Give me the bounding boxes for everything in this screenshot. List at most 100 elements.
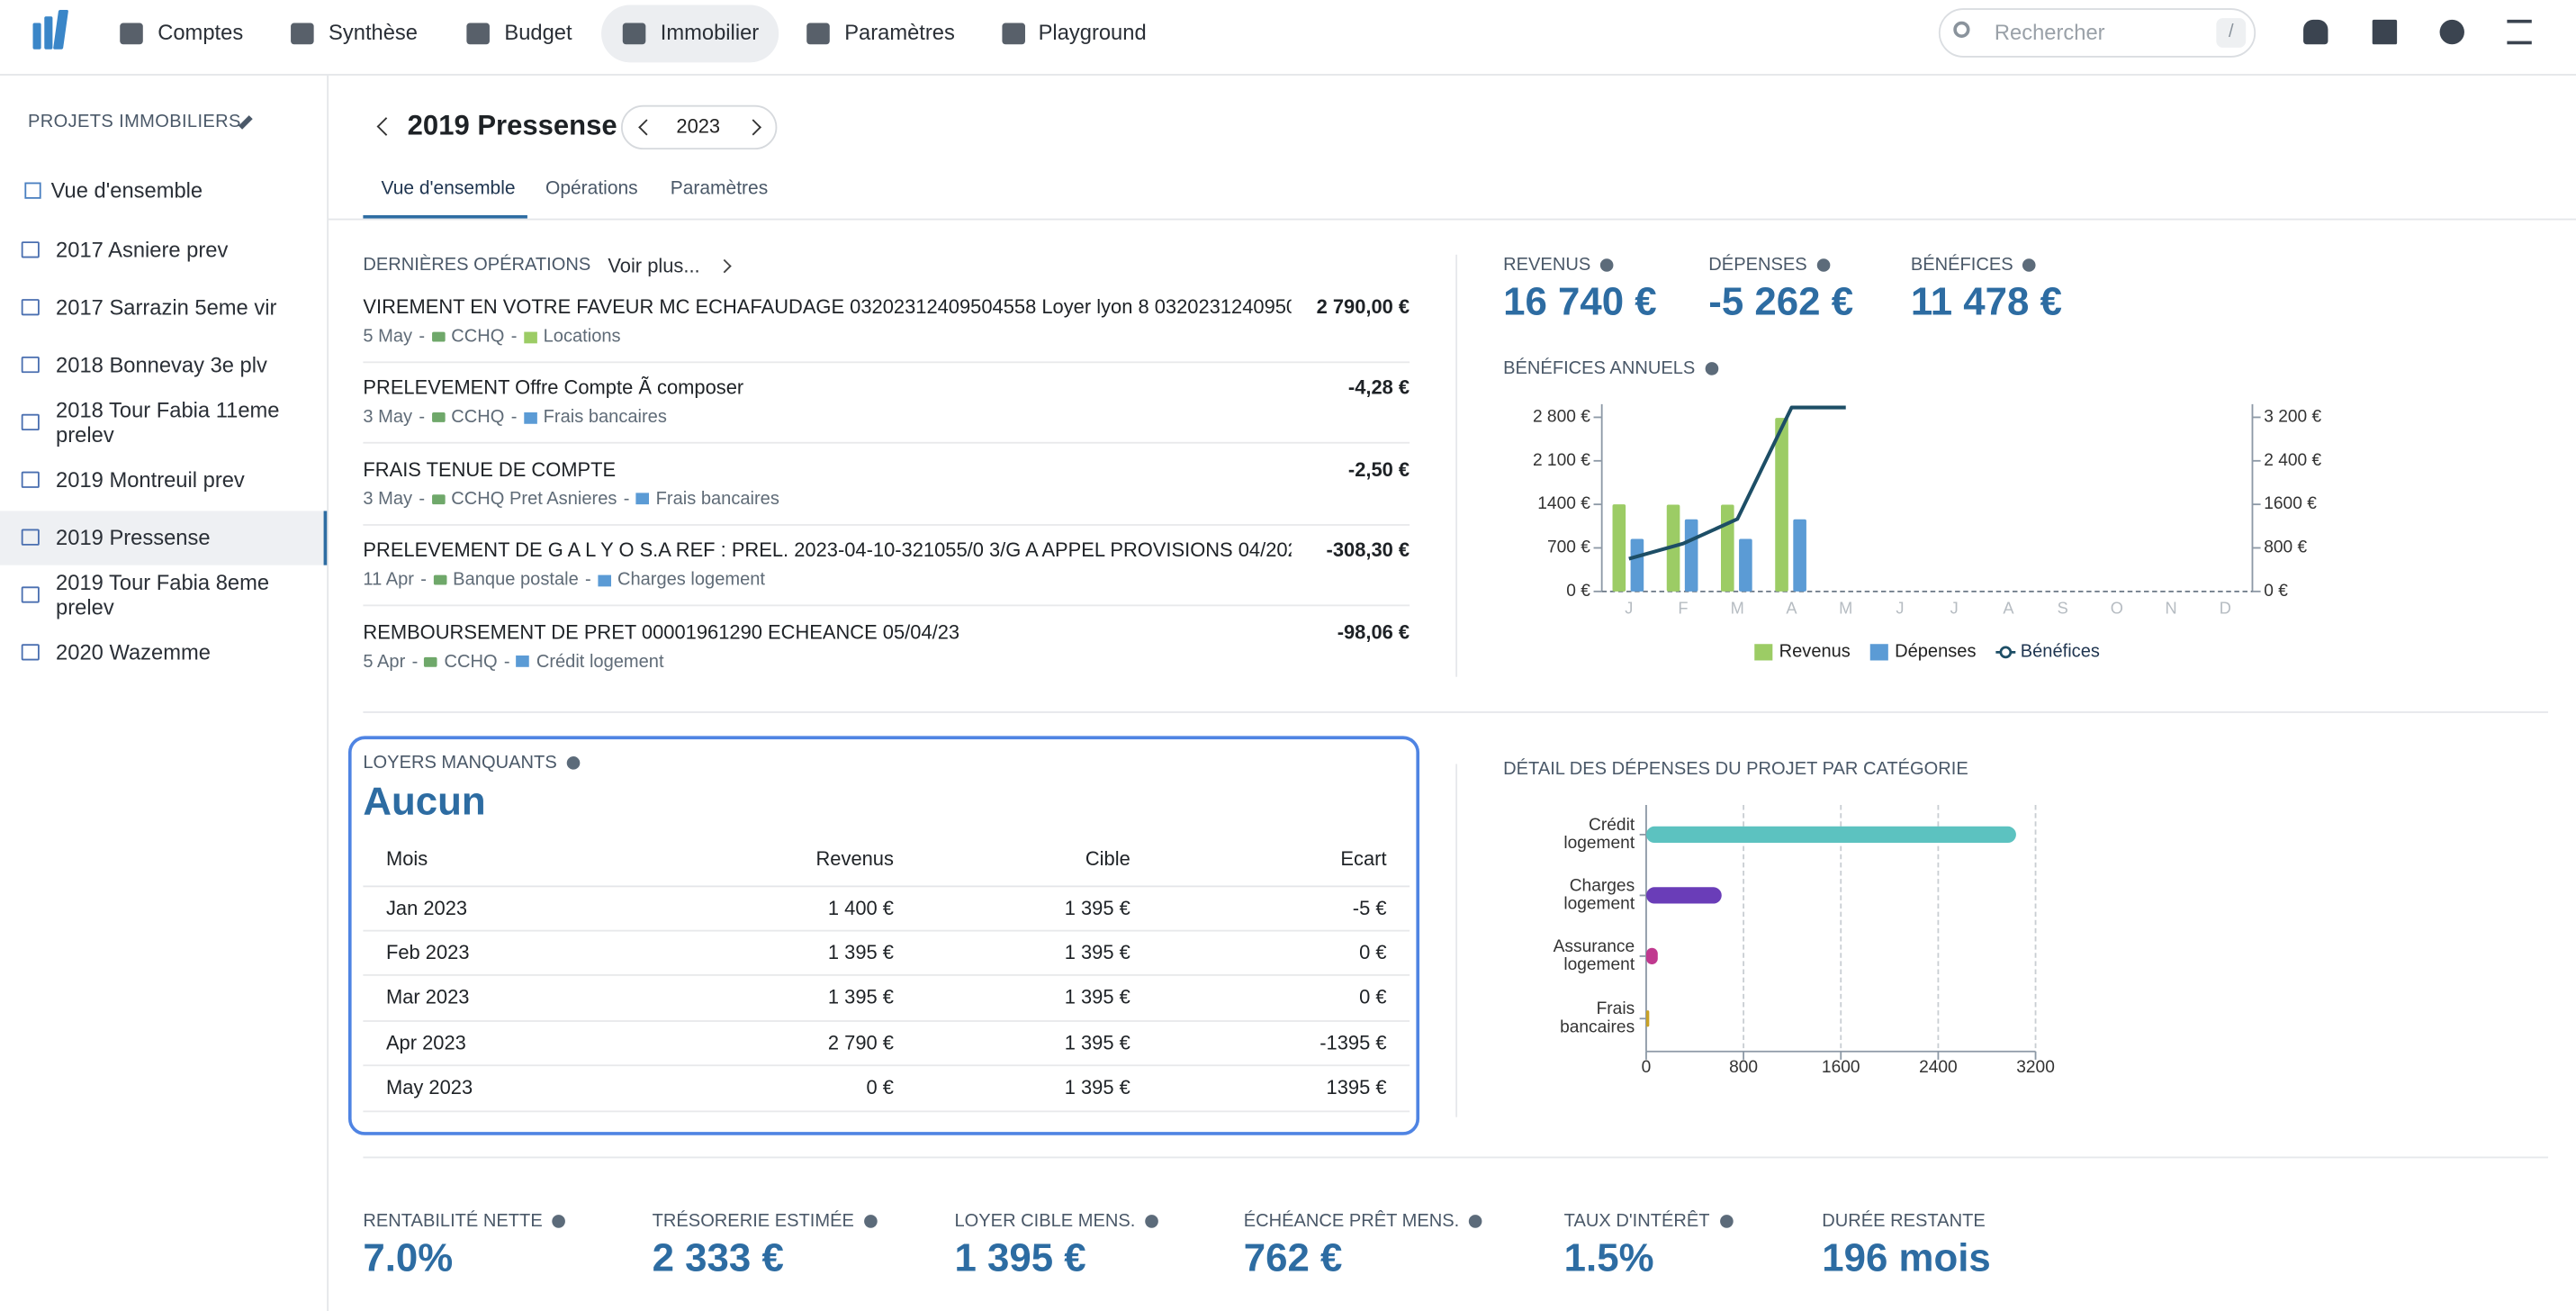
operation-category: Crédit logement: [536, 651, 664, 672]
table-header: Revenus: [815, 847, 894, 871]
sidebar-project[interactable]: 2018 Bonnevay 3e plv: [56, 352, 267, 377]
sidebar-project[interactable]: 2019 Montreuil prev: [56, 467, 245, 493]
bar: [1721, 504, 1734, 592]
stat-label: LOYER CIBLE MENS.: [954, 1211, 1158, 1233]
operation-label[interactable]: REMBOURSEMENT DE PRET 00001961290 ECHEAN…: [363, 619, 960, 644]
tab[interactable]: Opérations: [545, 179, 638, 199]
nav-item[interactable]: Playground: [1038, 20, 1147, 45]
account-icon: [424, 656, 438, 667]
info-icon: [566, 756, 581, 770]
sidebar-project[interactable]: 2018 Tour Fabia 11eme prelev: [56, 397, 280, 448]
section-title: LOYERS MANQUANTS: [363, 753, 581, 774]
search-icon: [1953, 21, 1970, 38]
y-tick-label: 2 800 €: [1533, 408, 1590, 427]
info-icon: [1145, 1215, 1158, 1228]
legend-swatch: [1754, 644, 1773, 661]
bar: [1630, 538, 1644, 592]
table-cell: 0 €: [1359, 985, 1387, 1009]
operation-label[interactable]: PRELEVEMENT Offre Compte Ã composer: [363, 376, 744, 400]
operation-amount: -98,06 €: [1337, 619, 1410, 644]
nav-item[interactable]: Comptes: [158, 20, 244, 45]
chart-title: DÉTAIL DES DÉPENSES DU PROJET PAR CATÉGO…: [1503, 759, 1968, 780]
x-tick-label: J: [1896, 599, 1904, 618]
operation-meta: 11 Apr - Banque postale - Charges logement: [363, 570, 765, 590]
info-icon: [1600, 258, 1614, 272]
logo-bar: [32, 23, 41, 50]
missing-rents-status: Aucun: [363, 779, 486, 825]
table-cell: Feb 2023: [385, 940, 470, 964]
sidebar-project[interactable]: 2017 Sarrazin 5eme vir: [56, 294, 277, 320]
project-title: 2019 Pressense: [407, 109, 617, 141]
y-tick-label: Crédit logement: [1563, 816, 1635, 853]
x-tick-label: N: [2166, 599, 2177, 618]
year[interactable]: 2023: [676, 114, 721, 138]
project-icon: [21, 413, 40, 431]
tabs-border: [329, 218, 2576, 221]
table-border: [363, 929, 1410, 932]
sidebar-title: PROJETS IMMOBILIERS: [28, 112, 241, 132]
stat-value: 1 395 €: [954, 1236, 1086, 1281]
separator: -: [419, 408, 426, 429]
row-separator: [363, 523, 1410, 526]
sidebar-project[interactable]: 2020 Wazemme: [56, 639, 211, 665]
operation-date: 3 May: [363, 489, 413, 510]
legend-label: Dépenses: [1895, 642, 1976, 662]
line: [1628, 405, 1846, 561]
x-tick-label: S: [2058, 599, 2068, 618]
account-icon: [431, 331, 446, 342]
nav-item[interactable]: Immobilier: [660, 20, 760, 45]
x-tick-label: J: [1625, 599, 1633, 618]
nav-icon: [1002, 23, 1025, 45]
kpi-label: REVENUS: [1503, 256, 1614, 277]
project-icon: [21, 299, 40, 316]
account-icon: [433, 574, 446, 585]
operation-meta: 3 May - CCHQ Pret Asnieres - Frais bancaires: [363, 489, 779, 509]
y-tick-label: 700 €: [1547, 538, 1590, 557]
nav-item[interactable]: Budget: [504, 20, 572, 45]
x-tick-label: A: [1786, 599, 1797, 618]
y-tick-label: Assurance logement: [1554, 937, 1635, 974]
operation-amount: -2,50 €: [1347, 457, 1410, 481]
divider: [1455, 254, 1458, 677]
stat-value: 7.0%: [363, 1236, 454, 1281]
legend-marker: [1999, 646, 2013, 659]
info-icon: [1719, 1215, 1734, 1228]
search-shortcut-box: [2216, 18, 2247, 48]
x-tick-label: O: [2111, 599, 2123, 618]
sidebar-selected: [0, 511, 328, 565]
sidebar-overview[interactable]: Vue d'ensemble: [50, 177, 203, 203]
info-icon: [1469, 1215, 1482, 1228]
sidebar-project[interactable]: 2017 Asniere prev: [56, 237, 229, 263]
stat-label: ÉCHÉANCE PRÊT MENS.: [1244, 1211, 1482, 1233]
nav-icon: [120, 23, 143, 45]
tab[interactable]: Vue d'ensemble: [381, 179, 516, 199]
operation-account: CCHQ: [451, 408, 505, 429]
bar: [1793, 519, 1806, 592]
operation-label[interactable]: PRELEVEMENT DE G A L Y O S.A REF : PREL.…: [363, 538, 1292, 562]
info-icon: [1705, 362, 1718, 375]
operation-label[interactable]: VIREMENT EN VOTRE FAVEUR MC ECHAFAUDAGE …: [363, 295, 1292, 319]
sidebar-project[interactable]: 2019 Tour Fabia 8eme prelev: [56, 570, 270, 619]
divider: [363, 1156, 2549, 1159]
toolbar-icon: [2439, 19, 2464, 45]
top-bar-border: [0, 74, 2576, 76]
nav-item[interactable]: Paramètres: [844, 20, 955, 45]
tab[interactable]: Paramètres: [670, 179, 769, 199]
bar: [1739, 538, 1752, 592]
y2-tick-label: 800 €: [2264, 538, 2307, 557]
x-tick-label: D: [2220, 599, 2231, 618]
project-icon: [21, 241, 40, 258]
x-tick-label: 0: [1642, 1058, 1652, 1077]
category-icon: [523, 411, 537, 424]
table-cell: Apr 2023: [385, 1030, 466, 1054]
operation-category: Charges logement: [617, 570, 766, 591]
sidebar-project[interactable]: 2019 Pressense: [56, 524, 211, 550]
nav-item[interactable]: Synthèse: [329, 20, 418, 45]
project-icon: [21, 529, 40, 546]
see-more[interactable]: Voir plus...: [608, 254, 700, 278]
kpi-value: 11 478 €: [1910, 280, 2062, 325]
y-tick-label: 2 100 €: [1533, 451, 1590, 470]
operation-label[interactable]: FRAIS TENUE DE COMPTE: [363, 457, 617, 481]
row-separator: [363, 361, 1410, 364]
